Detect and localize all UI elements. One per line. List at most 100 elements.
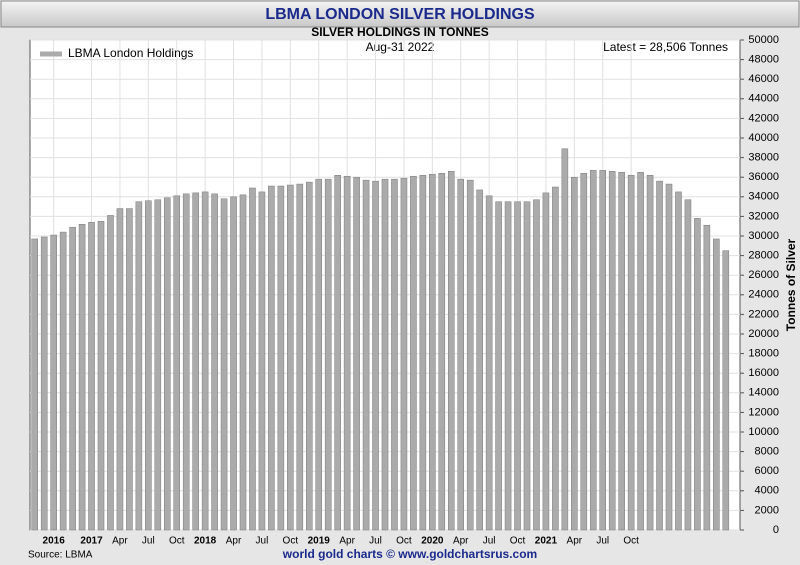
x-tick-label: 2018 <box>194 536 217 547</box>
x-tick-label: Jul <box>142 536 155 547</box>
bar <box>684 199 692 531</box>
bar <box>580 173 588 531</box>
y-tick-label: 40000 <box>748 132 779 144</box>
bar <box>514 201 521 531</box>
bar <box>419 174 427 531</box>
x-tick-label: Apr <box>453 536 469 547</box>
y-tick-label: 4000 <box>755 485 779 497</box>
bar <box>703 224 711 531</box>
bar <box>627 174 635 531</box>
bar <box>457 178 465 531</box>
y-tick-label: 36000 <box>748 171 779 183</box>
bar <box>249 187 256 531</box>
bar <box>296 183 304 531</box>
latest-label: Latest = 28,506 Tonnes <box>603 40 728 54</box>
bar <box>656 180 663 531</box>
bar <box>192 192 199 531</box>
bar <box>59 231 67 531</box>
y-axis-title: Tonnes of Silver <box>784 238 798 331</box>
bar <box>353 176 360 531</box>
legend-label: LBMA London Holdings <box>68 46 193 60</box>
x-tick-label: Jul <box>256 536 269 547</box>
y-tick-label: 12000 <box>748 406 779 418</box>
bar <box>391 178 398 531</box>
x-tick-label: Apr <box>112 536 128 547</box>
x-tick-label: 2019 <box>308 536 331 547</box>
y-tick-label: 24000 <box>748 289 779 301</box>
bar <box>163 197 171 531</box>
chart-title: LBMA LONDON SILVER HOLDINGS <box>265 6 535 23</box>
bar <box>135 201 143 531</box>
y-tick-label: 32000 <box>748 210 779 222</box>
bar <box>88 222 95 531</box>
subtitle: SILVER HOLDINGS IN TONNES <box>311 25 489 39</box>
y-tick-label: 18000 <box>748 348 779 360</box>
y-tick-label: 8000 <box>755 446 779 458</box>
bar <box>637 172 644 531</box>
x-tick-label: 2017 <box>80 536 103 547</box>
bar <box>608 171 616 531</box>
bar <box>268 185 275 531</box>
bar <box>126 208 133 531</box>
y-tick-label: 14000 <box>748 387 779 399</box>
x-tick-label: Oct <box>623 536 639 547</box>
bar <box>211 193 218 531</box>
x-tick-label: 2020 <box>421 536 444 547</box>
bar <box>589 170 597 531</box>
x-tick-label: 2016 <box>43 536 66 547</box>
x-tick-label: Apr <box>567 536 583 547</box>
bar <box>466 179 474 531</box>
bar <box>533 199 540 531</box>
y-tick-label: 42000 <box>748 112 779 124</box>
bar <box>571 176 578 531</box>
bar <box>665 183 673 531</box>
bar <box>145 200 152 531</box>
bar <box>495 201 502 531</box>
bar <box>277 185 285 531</box>
bar <box>40 236 48 531</box>
bar <box>201 191 209 531</box>
x-tick-label: Oct <box>283 536 299 547</box>
bar <box>116 208 124 531</box>
bar <box>381 178 389 531</box>
x-tick-label: Apr <box>339 536 355 547</box>
bar <box>78 223 86 531</box>
bar <box>287 184 294 531</box>
y-tick-label: 44000 <box>748 93 779 105</box>
bar <box>362 179 370 531</box>
y-tick-label: 20000 <box>748 328 779 340</box>
bar <box>334 174 341 531</box>
bar <box>429 174 436 531</box>
bar <box>694 218 701 531</box>
x-tick-label: Oct <box>169 536 185 547</box>
bar <box>305 181 313 531</box>
bar <box>97 221 105 531</box>
y-tick-label: 30000 <box>748 230 779 242</box>
bar <box>646 174 654 531</box>
bar <box>542 192 550 531</box>
bar <box>410 175 417 531</box>
bar <box>107 215 114 531</box>
bar <box>343 175 351 531</box>
y-tick-label: 26000 <box>748 269 779 281</box>
y-tick-label: 46000 <box>748 73 779 85</box>
y-tick-label: 0 <box>773 524 779 536</box>
x-tick-label: Apr <box>226 536 242 547</box>
bar <box>220 198 228 531</box>
y-tick-label: 10000 <box>748 426 779 438</box>
x-tick-label: Oct <box>510 536 526 547</box>
source: Source: LBMA <box>28 550 93 561</box>
y-tick-label: 28000 <box>748 250 779 262</box>
bar <box>315 178 323 531</box>
bar <box>438 173 446 531</box>
bar <box>552 186 559 531</box>
y-tick-label: 22000 <box>748 308 779 320</box>
bar <box>154 199 162 531</box>
y-tick-label: 38000 <box>748 152 779 164</box>
date-label: Aug-31 2022 <box>366 40 435 54</box>
bar <box>50 234 57 531</box>
y-tick-label: 34000 <box>748 191 779 203</box>
bar <box>182 193 190 531</box>
bar <box>69 226 76 531</box>
